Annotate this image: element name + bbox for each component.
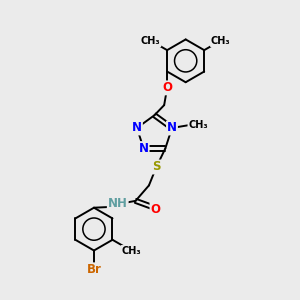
Text: CH₃: CH₃ [141, 36, 161, 46]
Text: Br: Br [86, 263, 101, 276]
Text: CH₃: CH₃ [122, 246, 141, 256]
Text: N: N [132, 122, 142, 134]
Text: N: N [139, 142, 148, 155]
Text: S: S [152, 160, 160, 173]
Text: O: O [151, 203, 160, 216]
Text: CH₃: CH₃ [211, 36, 230, 46]
Text: N: N [167, 122, 177, 134]
Text: O: O [162, 81, 172, 94]
Text: CH₃: CH₃ [188, 120, 208, 130]
Text: NH: NH [108, 197, 128, 210]
